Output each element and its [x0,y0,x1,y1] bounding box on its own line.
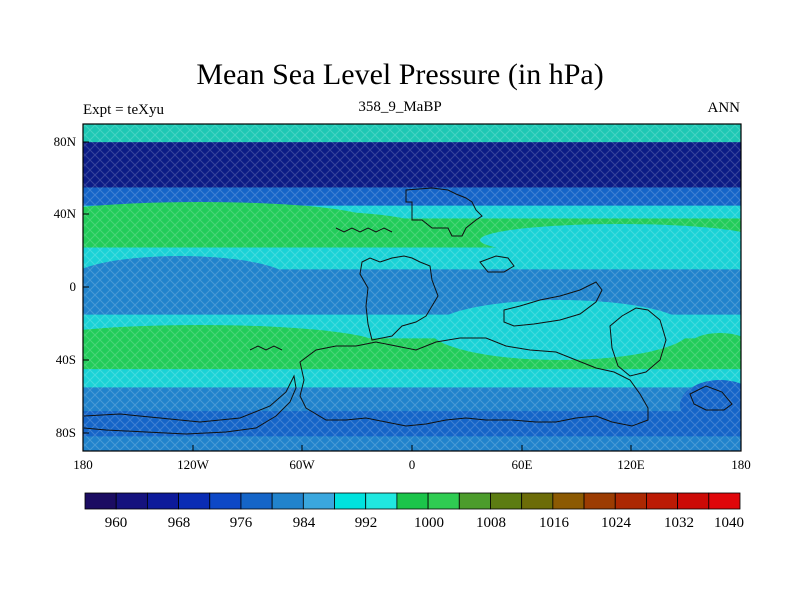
colorbar-labels: 960 968 976 984 992 1000 1008 1016 1024 … [105,515,744,531]
lon-label: 180 [731,457,751,472]
colorbar-swatch [490,492,523,510]
colorbar-label: 960 [105,515,128,531]
colorbar-label: 1024 [601,515,632,531]
period-label: 358_9_MaBP [358,99,442,115]
colorbar-swatch [458,492,491,510]
lat-label: 80N [54,134,77,149]
coastlines [83,187,733,435]
latitude-labels: 80N 40N 0 40S 80S [54,134,77,440]
colorbar-swatch [552,492,585,510]
colorbar-label: 968 [168,515,191,531]
lat-label: 40N [54,206,77,221]
colorbar-label: 1000 [414,515,444,531]
lon-label: 180 [73,457,93,472]
page-title: Mean Sea Level Pressure (in hPa) [196,58,604,91]
coastline [405,187,483,237]
lat-label: 40S [56,352,76,367]
lat-label: 80S [56,425,76,440]
colorbar [84,492,741,510]
colorbar-label: 1016 [539,515,570,531]
colorbar-swatch [708,492,741,510]
coastline [249,345,283,351]
lon-label: 0 [409,457,416,472]
lat-label: 0 [70,279,77,294]
coastline [503,281,603,327]
lon-label: 60W [289,457,315,472]
colorbar-swatch [646,492,679,510]
lon-label: 60E [512,457,533,472]
colorbar-label: 984 [293,515,316,531]
colorbar-label: 1040 [714,515,744,531]
colorbar-swatch [302,492,335,510]
coastline [299,337,649,427]
colorbar-label: 976 [230,515,253,531]
coastline [359,255,439,341]
colorbar-swatch [365,492,398,510]
coastline [609,307,667,377]
colorbar-swatch [84,492,117,510]
experiment-label: Expt = teXyu [83,102,164,118]
colorbar-swatch [521,492,554,510]
colorbar-swatch [583,492,616,510]
colorbar-swatch [396,492,429,510]
coastline [689,385,733,411]
colorbar-swatch [334,492,367,510]
colorbar-label: 1008 [476,515,506,531]
lon-label: 120E [617,457,645,472]
colorbar-label: 992 [355,515,378,531]
hatch-overlay [83,124,741,451]
coastline [83,374,297,435]
colorbar-swatch [271,492,304,510]
colorbar-label: 1032 [664,515,694,531]
colorbar-swatch [209,492,242,510]
colorbar-swatch [677,492,710,510]
coastline [335,227,393,233]
longitude-labels: 180 120W 60W 0 60E 120E 180 [73,457,751,472]
colorbar-swatch [614,492,647,510]
colorbar-swatch [146,492,179,510]
colorbar-swatch [178,492,211,510]
season-label: ANN [707,100,741,116]
lon-label: 120W [177,457,210,472]
coastline [479,255,515,273]
colorbar-swatch [427,492,460,510]
map-plot-area [83,124,741,451]
colorbar-swatch [240,492,273,510]
axis-ticks [82,141,742,451]
colorbar-swatch [115,492,148,510]
